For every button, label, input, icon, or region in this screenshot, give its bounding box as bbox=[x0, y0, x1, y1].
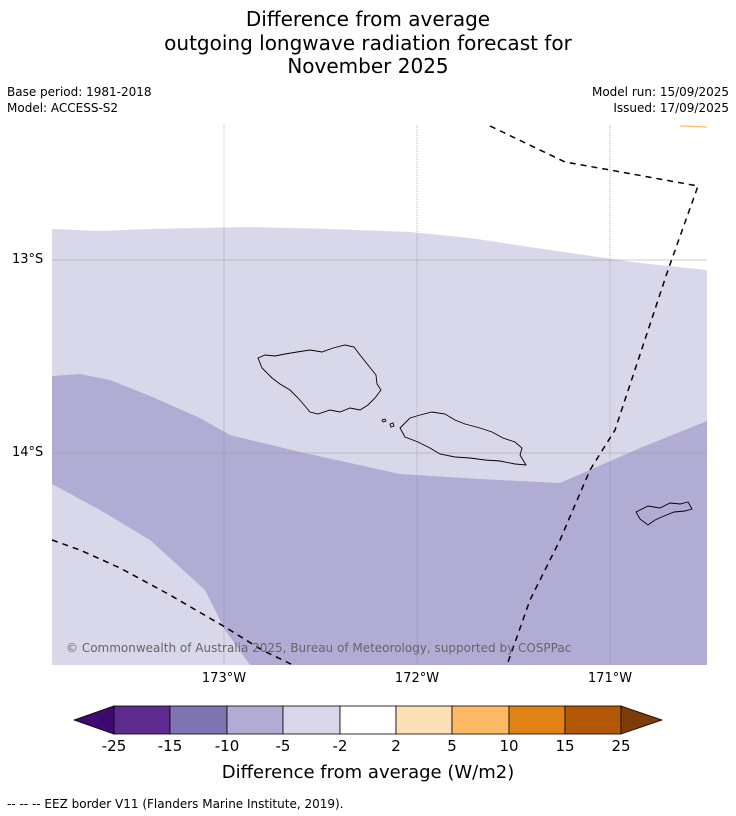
colorbar-extend-low bbox=[72, 705, 115, 735]
anomaly-fleck-orange bbox=[679, 125, 707, 128]
colorbar-segment bbox=[451, 705, 510, 735]
issued-date: Issued: 17/09/2025 bbox=[613, 101, 729, 115]
chart-title: Difference from average outgoing longwav… bbox=[0, 7, 736, 79]
lon-label-171w: 171°W bbox=[587, 671, 633, 686]
model-name: Model: ACCESS-S2 bbox=[7, 101, 119, 115]
colorbar-segment bbox=[113, 705, 171, 735]
colorbar-tick: 10 bbox=[499, 737, 519, 755]
colorbar-tick: 25 bbox=[611, 737, 631, 755]
island-small-b bbox=[389, 422, 395, 428]
map-area bbox=[52, 125, 707, 665]
model-run: Model run: 15/09/2025 bbox=[591, 85, 729, 99]
title-line-1: Difference from average bbox=[245, 7, 491, 31]
lat-label-13s: 13°S bbox=[12, 252, 44, 267]
island-upolu bbox=[399, 411, 527, 466]
colorbar-tick: -15 bbox=[157, 737, 183, 755]
island-tutuila bbox=[635, 501, 693, 526]
islands bbox=[257, 344, 693, 526]
title-line-2: outgoing longwave radiation forecast for bbox=[164, 30, 572, 55]
meta-right: Model run: 15/09/2025 Issued: 17/09/2025 bbox=[592, 84, 729, 116]
colorbar-tick: 5 bbox=[447, 737, 457, 755]
eez-border-east bbox=[489, 125, 700, 665]
title-line-3: November 2025 bbox=[287, 54, 449, 78]
meta-left: Base period: 1981-2018 Model: ACCESS-S2 bbox=[7, 84, 152, 116]
eez-footnote: -- -- -- EEZ border V11 (Flanders Marine… bbox=[7, 797, 344, 811]
colorbar-segment bbox=[564, 705, 622, 735]
colorbar-label: Difference from average (W/m2) bbox=[221, 762, 515, 783]
eez-borders bbox=[52, 125, 700, 665]
colorbar-segment bbox=[282, 705, 341, 735]
colorbar-segment bbox=[169, 705, 228, 735]
graticule bbox=[52, 125, 707, 665]
island-savaii bbox=[257, 344, 382, 415]
lon-label-172w: 172°W bbox=[394, 671, 440, 686]
colorbar-segment bbox=[339, 705, 397, 735]
colorbar-segment bbox=[395, 705, 453, 735]
colorbar-extend-high bbox=[620, 705, 664, 735]
anomaly-band-medium bbox=[52, 374, 707, 665]
colorbar-segment bbox=[508, 705, 566, 735]
colorbar-tick: 2 bbox=[391, 737, 401, 755]
lon-label-173w: 173°W bbox=[201, 671, 247, 686]
colorbar-tick: -5 bbox=[275, 737, 291, 755]
colorbar-segment bbox=[226, 705, 284, 735]
colorbar-tick: -2 bbox=[332, 737, 348, 755]
lat-label-14s: 14°S bbox=[12, 445, 44, 460]
colorbar-tick: -10 bbox=[214, 737, 240, 755]
copyright-notice: © Commonwealth of Australia 2025, Bureau… bbox=[66, 641, 572, 655]
base-period: Base period: 1981-2018 bbox=[7, 85, 152, 99]
island-small-a bbox=[381, 418, 387, 423]
colorbar-tick: 15 bbox=[555, 737, 575, 755]
colorbar-tick: -25 bbox=[101, 737, 127, 755]
